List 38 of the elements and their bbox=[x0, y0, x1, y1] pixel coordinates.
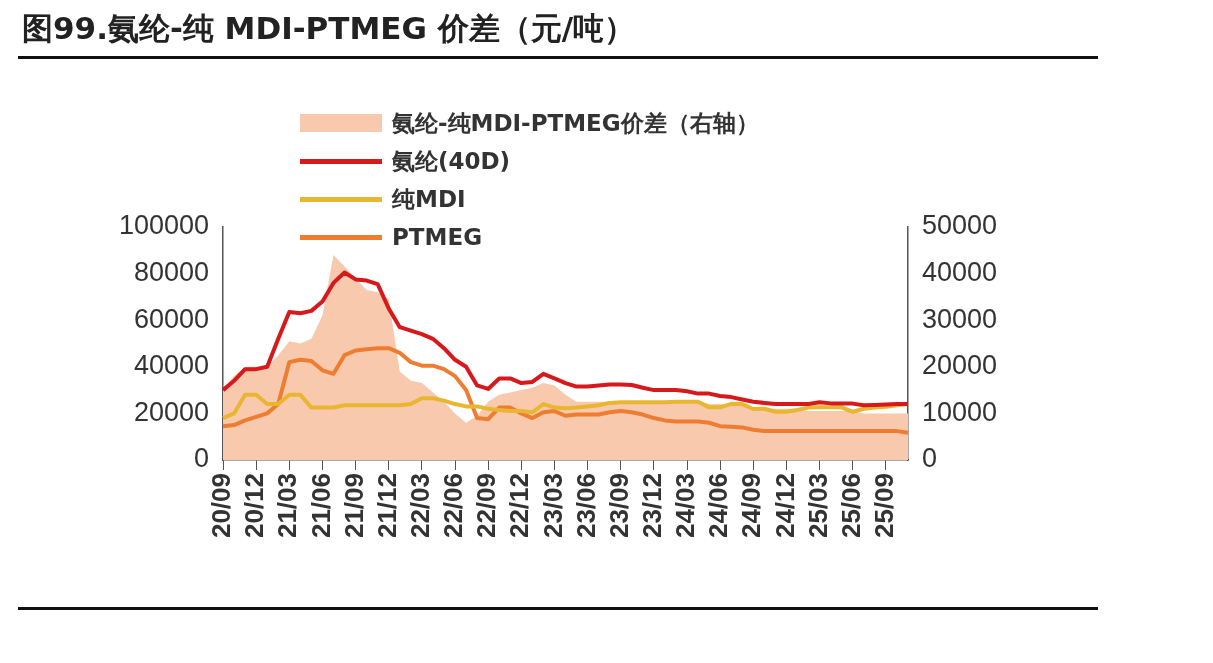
x-tick-label: 24/03 bbox=[670, 473, 701, 539]
x-tick-label: 21/12 bbox=[371, 473, 402, 539]
legend-label: 氨纶-纯MDI-PTMEG价差（右轴） bbox=[392, 108, 759, 138]
x-tick-label: 23/03 bbox=[537, 473, 568, 539]
x-tick-label: 23/09 bbox=[603, 473, 634, 539]
x-tick-label: 24/12 bbox=[769, 473, 800, 539]
y-tick-label: 100000 bbox=[118, 210, 209, 241]
x-tick-label: 25/03 bbox=[802, 473, 833, 539]
x-tick-label: 22/09 bbox=[471, 473, 502, 539]
y-tick-label: 20000 bbox=[133, 396, 209, 427]
y-tick-label: 80000 bbox=[133, 257, 209, 288]
x-tick-label: 21/09 bbox=[338, 473, 369, 539]
x-tick-label: 23/12 bbox=[637, 473, 668, 539]
x-tick-label: 25/09 bbox=[869, 473, 900, 539]
y2-tick-label: 0 bbox=[922, 443, 938, 474]
y2-tick-label: 40000 bbox=[922, 257, 998, 288]
legend-label: 氨纶(40D) bbox=[392, 146, 511, 176]
x-tick-label: 20/12 bbox=[239, 473, 270, 539]
legend-label: 纯MDI bbox=[392, 184, 466, 214]
y-tick-label: 40000 bbox=[133, 350, 209, 381]
y2-tick-label: 20000 bbox=[922, 350, 998, 381]
x-tick-label: 22/03 bbox=[405, 473, 436, 539]
x-tick-label: 22/06 bbox=[438, 473, 469, 539]
x-tick-label: 22/12 bbox=[504, 473, 535, 539]
x-tick-label: 21/03 bbox=[272, 473, 303, 539]
x-tick-label: 23/06 bbox=[570, 473, 601, 539]
x-tick-label: 21/06 bbox=[305, 473, 336, 539]
x-tick-label: 20/09 bbox=[206, 473, 237, 539]
y2-tick-label: 30000 bbox=[922, 303, 998, 334]
chart-title: 图99.氨纶-纯 MDI-PTMEG 价差（元/吨） bbox=[22, 9, 636, 48]
y-tick-label: 60000 bbox=[133, 303, 209, 334]
legend-label: PTMEG bbox=[392, 224, 483, 250]
y-tick-label: 0 bbox=[193, 443, 209, 474]
y2-tick-label: 50000 bbox=[922, 210, 998, 241]
x-tick-label: 24/06 bbox=[703, 473, 734, 539]
x-tick-label: 24/09 bbox=[736, 473, 767, 539]
x-tick-label: 25/06 bbox=[835, 473, 866, 539]
y2-tick-label: 10000 bbox=[922, 396, 998, 427]
